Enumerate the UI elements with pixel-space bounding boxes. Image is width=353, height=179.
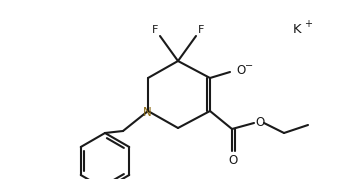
Text: O: O xyxy=(228,154,238,167)
Text: K: K xyxy=(293,23,301,35)
Text: O: O xyxy=(255,115,264,129)
Text: O: O xyxy=(236,64,245,76)
Text: F: F xyxy=(152,25,158,35)
Text: −: − xyxy=(245,61,253,71)
Text: +: + xyxy=(304,19,312,29)
Text: N: N xyxy=(143,105,151,118)
Text: F: F xyxy=(198,25,204,35)
